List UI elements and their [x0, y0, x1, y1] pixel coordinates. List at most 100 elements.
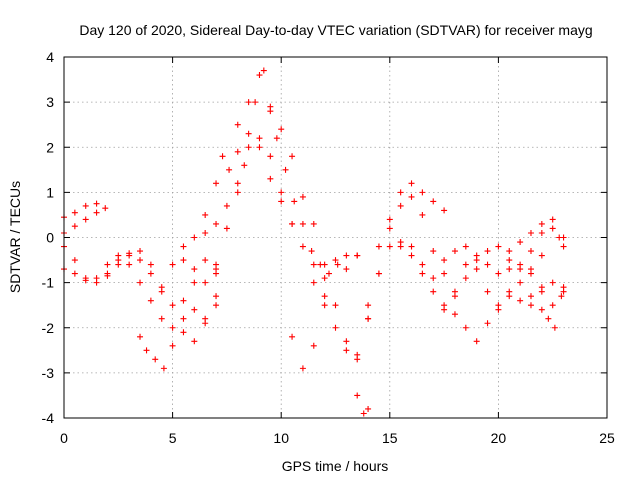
- series-track-8: [180, 162, 248, 250]
- data-point: [419, 270, 426, 277]
- data-point: [451, 248, 458, 255]
- data-point: [299, 193, 306, 200]
- data-point: [213, 220, 220, 227]
- data-point: [299, 220, 306, 227]
- data-point: [213, 302, 220, 309]
- data-point: [441, 270, 448, 277]
- data-point: [137, 248, 144, 255]
- x-tick-label: 10: [273, 430, 289, 446]
- data-point: [419, 261, 426, 268]
- data-point: [484, 320, 491, 327]
- data-point: [104, 270, 111, 277]
- data-point: [93, 209, 100, 216]
- data-point: [321, 275, 328, 282]
- data-point: [325, 270, 332, 277]
- data-point: [137, 257, 144, 264]
- data-point: [202, 257, 209, 264]
- data-point: [473, 338, 480, 345]
- data-point: [495, 302, 502, 309]
- data-point: [202, 229, 209, 236]
- data-point: [273, 135, 280, 142]
- data-point: [332, 257, 339, 264]
- data-point: [278, 126, 285, 133]
- data-point: [538, 306, 545, 313]
- data-point: [260, 67, 267, 74]
- data-point: [441, 306, 448, 313]
- series-track-7: [147, 297, 220, 345]
- data-point: [267, 175, 274, 182]
- data-point: [234, 189, 241, 196]
- data-point: [506, 293, 513, 300]
- x-tick-label: 25: [599, 430, 615, 446]
- data-point: [408, 243, 415, 250]
- data-point: [310, 261, 317, 268]
- data-point: [82, 202, 89, 209]
- data-point: [291, 198, 298, 205]
- data-point: [147, 297, 154, 304]
- data-point: [169, 302, 176, 309]
- data-point: [549, 216, 556, 223]
- data-point: [126, 261, 133, 268]
- data-point: [158, 315, 165, 322]
- data-point: [386, 243, 393, 250]
- series-track-5: [104, 248, 220, 327]
- data-point: [462, 275, 469, 282]
- data-point: [397, 243, 404, 250]
- data-point: [551, 324, 558, 331]
- data-point: [180, 243, 187, 250]
- data-point: [180, 297, 187, 304]
- plot-frame: [63, 56, 608, 419]
- y-tick-label: -1: [42, 275, 55, 291]
- data-point: [71, 270, 78, 277]
- data-point: [126, 250, 133, 257]
- data-point: [278, 198, 285, 205]
- data-point: [397, 202, 404, 209]
- data-point: [234, 121, 241, 128]
- data-point: [256, 144, 263, 151]
- data-point: [354, 392, 361, 399]
- data-point: [180, 329, 187, 336]
- series-track-9: [202, 130, 252, 218]
- data-point: [143, 347, 150, 354]
- data-point: [375, 243, 382, 250]
- series-track-15: [310, 180, 448, 358]
- data-point: [343, 338, 350, 345]
- series-track-4: [61, 243, 144, 286]
- series-track-19: [441, 266, 567, 313]
- data-point: [451, 311, 458, 318]
- data-point: [441, 257, 448, 264]
- data-point: [310, 342, 317, 349]
- y-tick-label: 3: [46, 94, 54, 110]
- x-axis-label: GPS time / hours: [282, 458, 389, 474]
- data-point: [549, 279, 556, 286]
- x-tick-label: 5: [169, 430, 177, 446]
- data-point: [191, 266, 198, 273]
- data-point: [527, 293, 534, 300]
- data-point: [71, 223, 78, 230]
- data-point: [310, 279, 317, 286]
- data-point: [299, 243, 306, 250]
- data-point: [256, 72, 263, 79]
- data-point: [267, 153, 274, 160]
- data-point: [191, 234, 198, 241]
- data-point: [538, 284, 545, 291]
- data-point: [517, 279, 524, 286]
- data-point: [202, 279, 209, 286]
- grid-lines: [64, 57, 607, 418]
- series-track-16: [354, 193, 458, 363]
- data-point: [462, 261, 469, 268]
- data-point: [334, 261, 341, 268]
- series-track-20: [462, 243, 567, 309]
- data-point: [299, 365, 306, 372]
- data-point: [213, 293, 220, 300]
- data-point: [462, 324, 469, 331]
- data-point: [152, 356, 159, 363]
- series-track-12: [252, 67, 361, 277]
- data-point: [527, 248, 534, 255]
- x-tick-label: 20: [491, 430, 507, 446]
- data-point: [386, 225, 393, 232]
- data-point: [278, 189, 285, 196]
- data-point: [419, 189, 426, 196]
- data-point: [245, 99, 252, 106]
